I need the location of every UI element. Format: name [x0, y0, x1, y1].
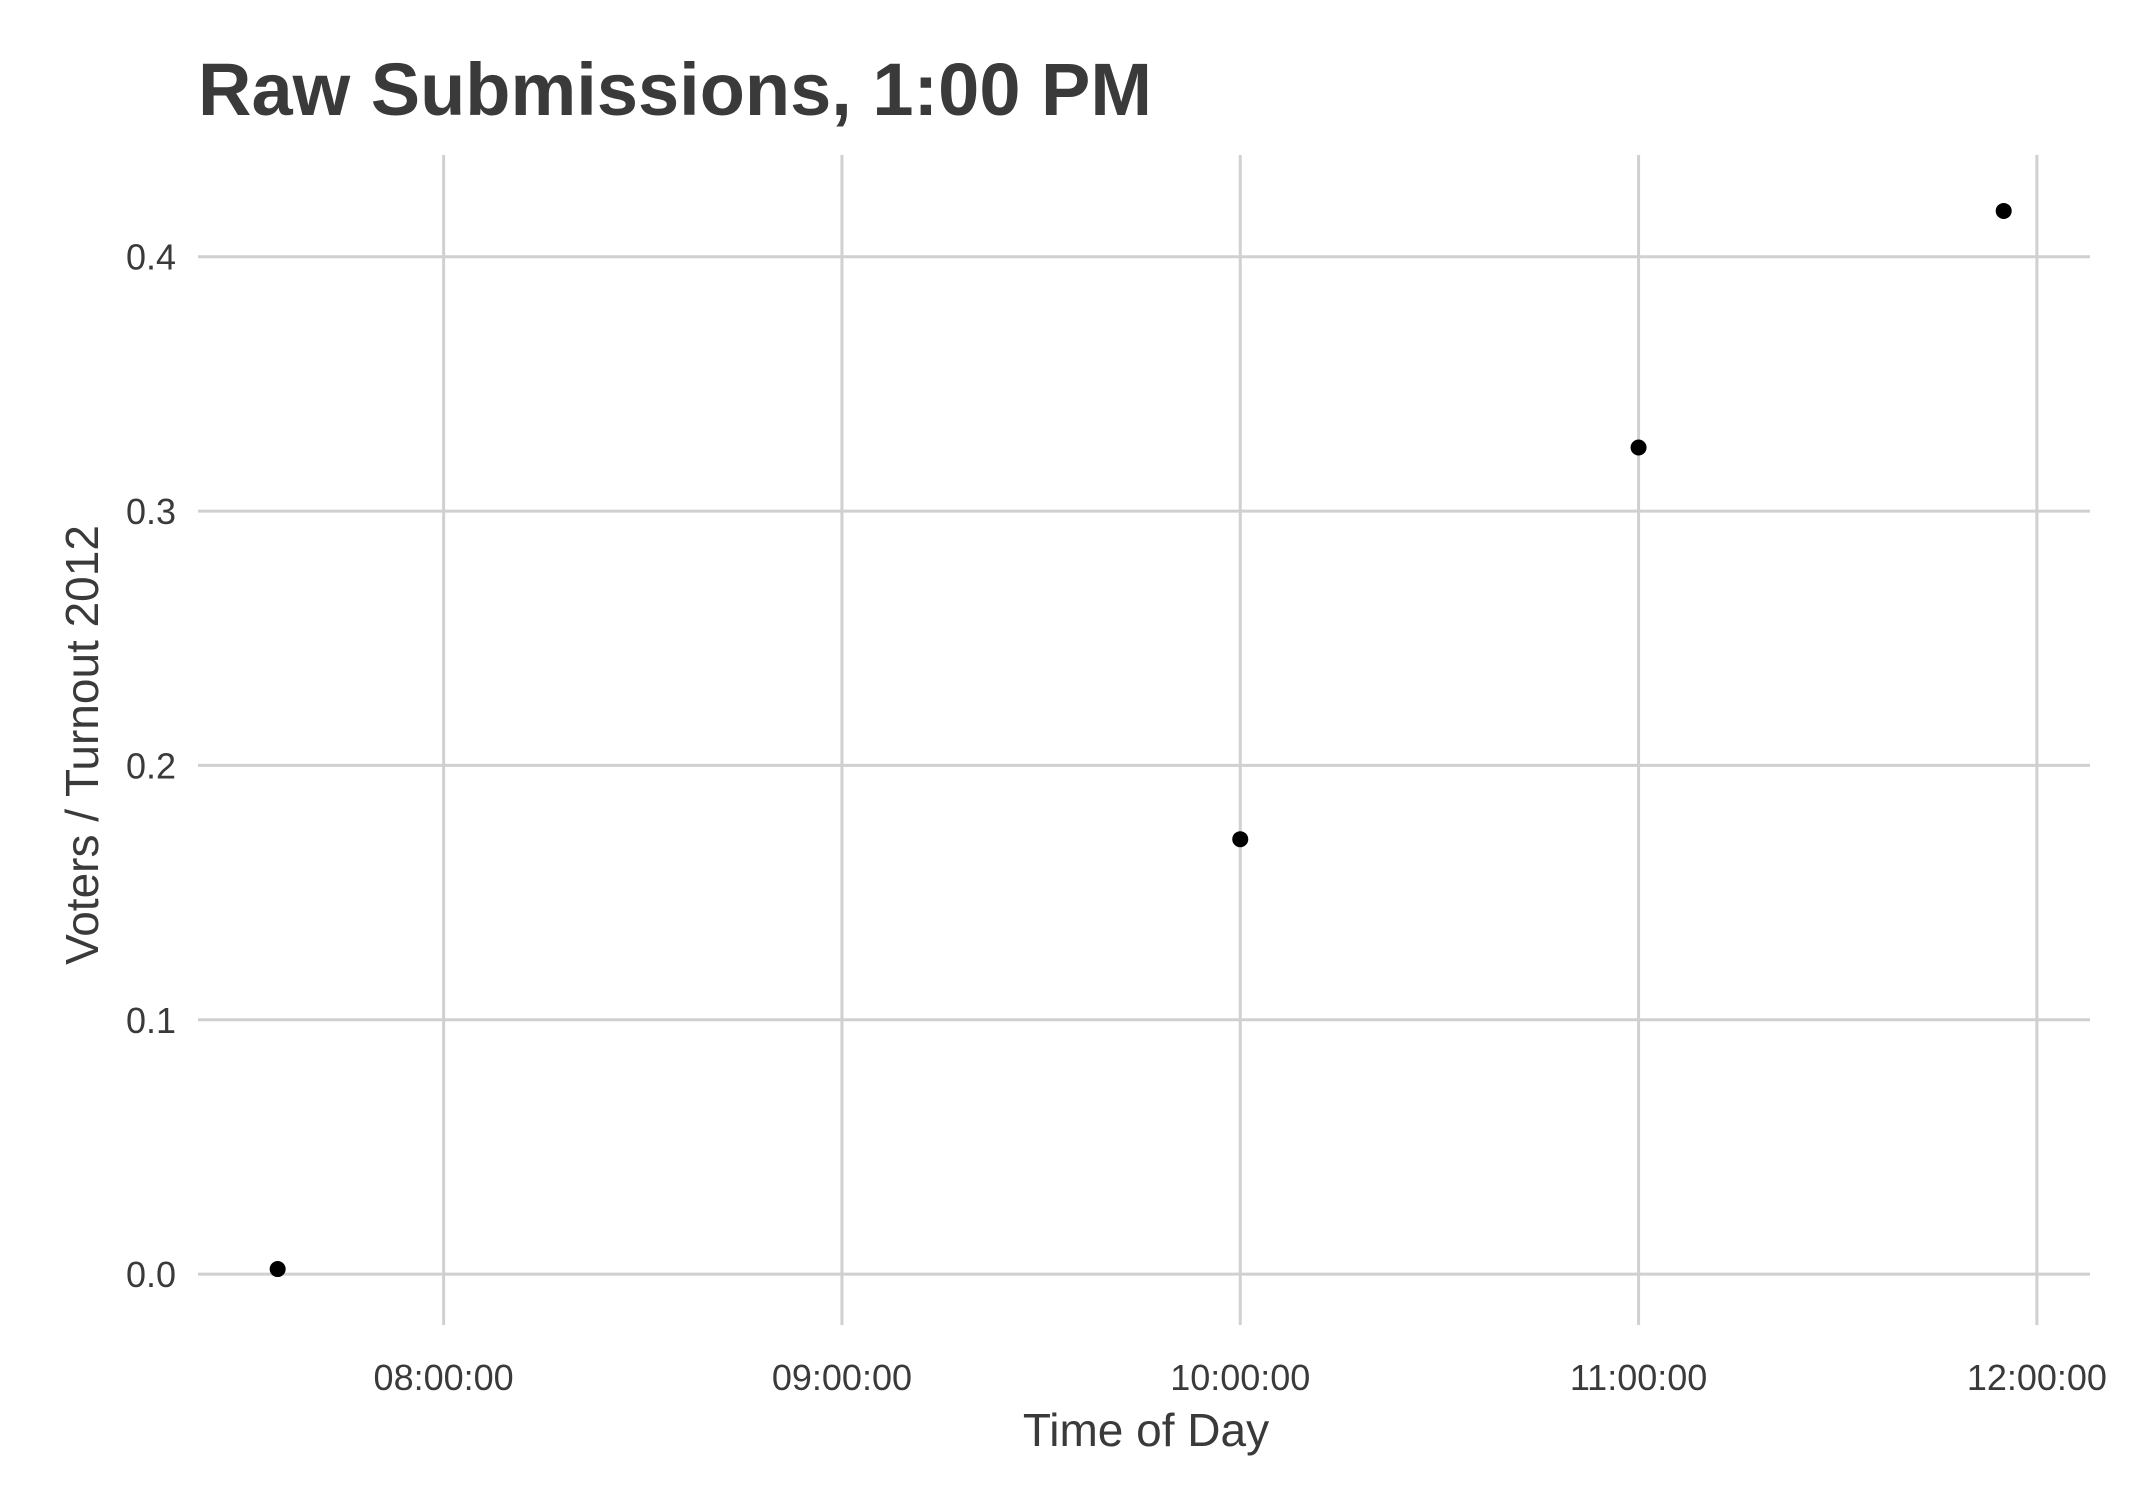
data-point [1995, 202, 2012, 219]
x-tick-label: 08:00:00 [374, 1357, 514, 1398]
data-point [1232, 831, 1249, 848]
y-tick-labels: 0.0 0.1 0.2 0.3 0.4 [126, 237, 176, 1295]
data-point [1630, 439, 1647, 456]
x-tick-label: 10:00:00 [1170, 1357, 1310, 1398]
x-tick-label: 09:00:00 [772, 1357, 912, 1398]
y-tick-label: 0.4 [126, 237, 176, 278]
y-tick-label: 0.1 [126, 1000, 176, 1041]
x-gridlines [442, 155, 2039, 1325]
x-axis-title: Time of Day [1023, 1404, 1269, 1456]
y-axis-title: Voters / Turnout 2012 [56, 525, 108, 965]
data-points [269, 202, 2012, 1278]
x-tick-labels: 08:00:00 09:00:00 10:00:00 11:00:00 12:00:00 [374, 1357, 2107, 1398]
y-tick-label: 0.3 [126, 491, 176, 532]
chart-title: Raw Submissions, 1:00 PM [198, 48, 1152, 131]
x-tick-label: 11:00:00 [1570, 1357, 1707, 1398]
y-gridlines [198, 255, 2090, 1276]
x-tick-label: 12:00:00 [1967, 1357, 2107, 1398]
data-point [269, 1261, 286, 1278]
y-tick-label: 0.2 [126, 745, 176, 786]
y-tick-label: 0.0 [126, 1254, 176, 1295]
